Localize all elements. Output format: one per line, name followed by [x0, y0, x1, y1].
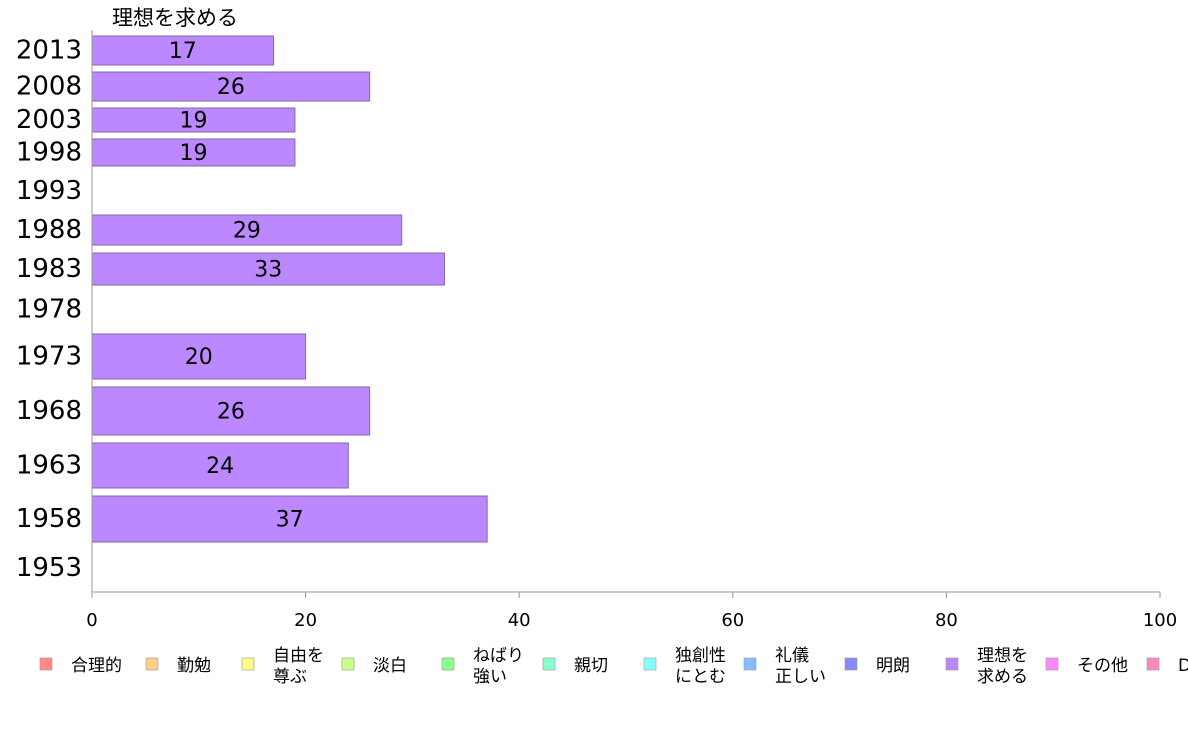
y-tick-label: 1988 [16, 215, 82, 245]
legend-label: 求める [977, 667, 1028, 687]
bar [91, 107, 296, 133]
legend-swatch [441, 657, 455, 671]
legend-entry: 親切 [542, 656, 608, 676]
legend-entry: D [1146, 656, 1188, 676]
y-tick-label: 2008 [16, 72, 82, 102]
chart-rows: 2013 17 2008 26 2003 19 1998 19 1993 1988 29 1983 33… [16, 35, 488, 583]
legend-entry: 淡白 [341, 656, 407, 676]
legend-swatch [844, 657, 858, 671]
x-tick-label: 40 [508, 610, 531, 631]
data-label: 33 [254, 258, 282, 283]
y-tick-label: 2003 [16, 105, 82, 135]
legend-label: 明朗 [876, 656, 910, 676]
legend-entry: 合理的 [39, 656, 122, 676]
bar [91, 214, 403, 246]
legend-entry: 勤勉 [145, 656, 211, 676]
legend-entry: その他 [1045, 656, 1128, 676]
legend-label: D [1178, 656, 1188, 676]
legend-swatch [341, 657, 355, 671]
legend-swatch [39, 657, 53, 671]
y-tick-label: 1958 [16, 504, 82, 534]
legend-label: 独創性 [675, 646, 726, 666]
bar [91, 333, 307, 380]
bar [91, 35, 275, 66]
data-label: 20 [185, 345, 213, 370]
x-tick-label: 0 [86, 610, 97, 631]
legend-label: 親切 [574, 656, 608, 676]
legend-label: にとむ [675, 667, 726, 687]
y-tick-label: 1973 [16, 342, 82, 372]
bar [91, 495, 488, 543]
x-tick-label: 80 [935, 610, 958, 631]
y-tick-label: 1998 [16, 138, 82, 168]
legend-label: 礼儀 [775, 646, 809, 666]
legend-label: 淡白 [373, 656, 407, 676]
series-title: 理想を求める [112, 6, 238, 30]
bar [91, 138, 296, 167]
legend-label: ねばり [473, 646, 524, 666]
y-tick-label: 2013 [16, 36, 82, 66]
y-tick-label: 1983 [16, 254, 82, 284]
data-label: 26 [217, 75, 245, 100]
data-label: 26 [217, 400, 245, 425]
legend-label: 理想を [977, 646, 1028, 666]
bar [91, 71, 371, 102]
legend-label: 合理的 [71, 656, 122, 676]
legend-label: 自由を [273, 646, 324, 666]
legend-swatch [542, 657, 556, 671]
legend-label: その他 [1077, 656, 1128, 676]
legend-label: 強い [473, 667, 507, 687]
legend-swatch [1045, 657, 1059, 671]
data-label: 37 [276, 508, 304, 533]
legend-swatch [643, 657, 657, 671]
legend-swatch [241, 657, 255, 671]
data-label: 29 [233, 219, 261, 244]
legend-label: 正しい [775, 667, 826, 687]
y-tick-label: 1963 [16, 451, 82, 481]
legend-label: 尊ぶ [273, 667, 307, 687]
y-tick-label: 1953 [16, 553, 82, 583]
data-label: 19 [179, 141, 207, 166]
legend-swatch [1146, 657, 1160, 671]
data-label: 19 [179, 109, 207, 134]
x-tick-label: 60 [721, 610, 744, 631]
x-axis: 0 20 40 60 80 100 [86, 30, 1177, 631]
data-label: 17 [169, 39, 197, 64]
legend-label: 勤勉 [177, 656, 211, 676]
x-tick-label: 20 [294, 610, 317, 631]
legend-swatch [743, 657, 757, 671]
y-tick-label: 1993 [16, 176, 82, 206]
legend-swatch [945, 657, 959, 671]
y-tick-label: 1968 [16, 396, 82, 426]
x-tick-label: 100 [1143, 610, 1177, 631]
y-tick-label: 1978 [16, 295, 82, 325]
legend-entry: 明朗 [844, 656, 910, 676]
legend-swatch [145, 657, 159, 671]
data-label: 24 [206, 454, 234, 479]
legend-entry: 理想を求める [945, 646, 1028, 687]
